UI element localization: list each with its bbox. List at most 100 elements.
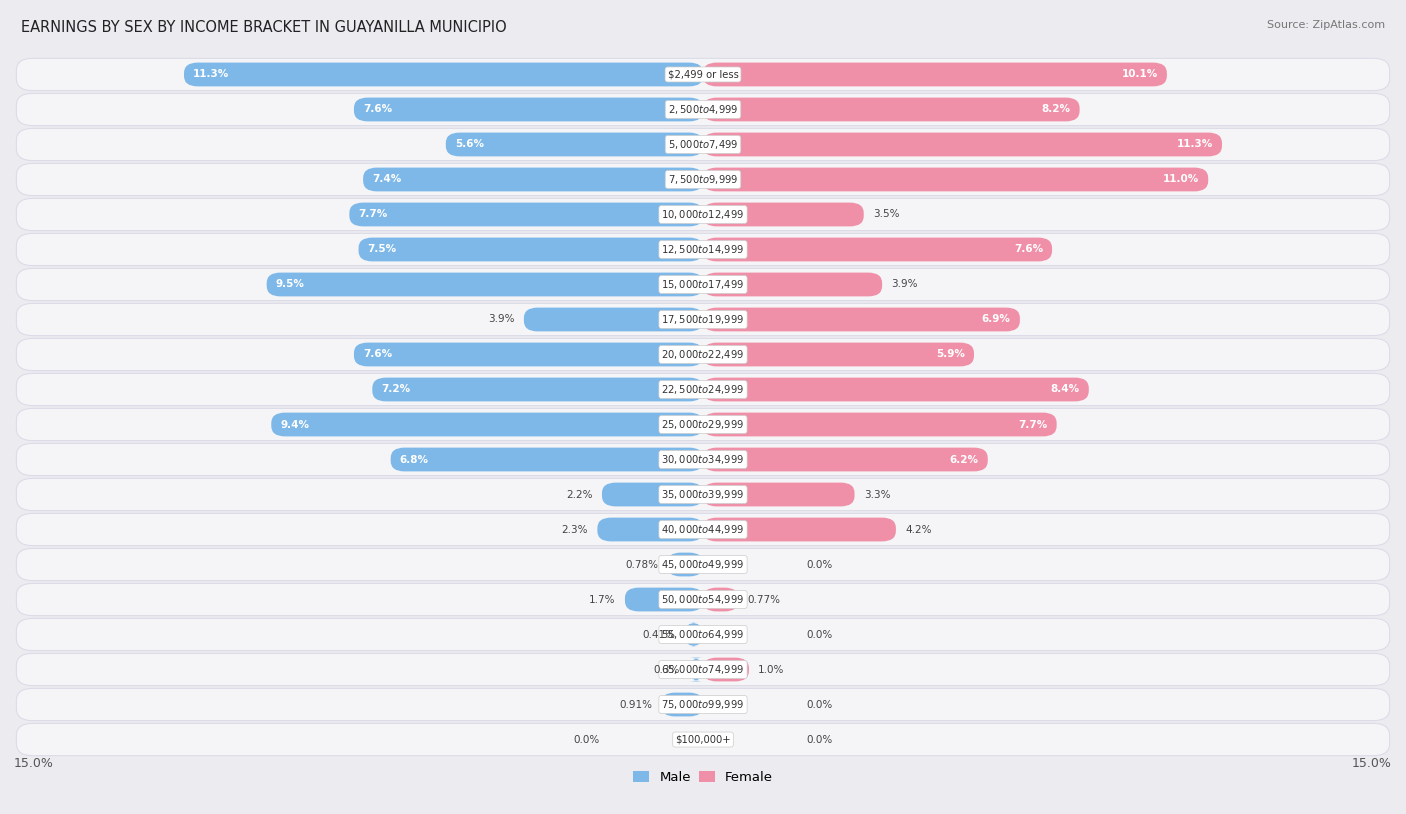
FancyBboxPatch shape [354,343,703,366]
FancyBboxPatch shape [689,658,703,681]
FancyBboxPatch shape [17,129,1389,160]
FancyBboxPatch shape [598,518,703,541]
Text: $45,000 to $49,999: $45,000 to $49,999 [661,558,745,571]
Text: $50,000 to $54,999: $50,000 to $54,999 [661,593,745,606]
Text: 0.77%: 0.77% [748,594,780,605]
FancyBboxPatch shape [17,514,1389,545]
Text: 15.0%: 15.0% [14,757,53,770]
Text: 7.2%: 7.2% [381,384,411,395]
Text: EARNINGS BY SEX BY INCOME BRACKET IN GUAYANILLA MUNICIPIO: EARNINGS BY SEX BY INCOME BRACKET IN GUA… [21,20,506,35]
Text: 8.2%: 8.2% [1042,104,1070,115]
Text: $35,000 to $39,999: $35,000 to $39,999 [661,488,745,501]
Text: 0.78%: 0.78% [626,559,658,570]
Text: 8.4%: 8.4% [1050,384,1080,395]
Text: 0.0%: 0.0% [807,559,832,570]
Text: $75,000 to $99,999: $75,000 to $99,999 [661,698,745,711]
Text: $5,000 to $7,499: $5,000 to $7,499 [668,138,738,151]
Text: 15.0%: 15.0% [1353,757,1392,770]
Text: $10,000 to $12,499: $10,000 to $12,499 [661,208,745,221]
Text: $100,000+: $100,000+ [675,734,731,745]
Text: $55,000 to $64,999: $55,000 to $64,999 [661,628,745,641]
FancyBboxPatch shape [602,483,703,506]
FancyBboxPatch shape [391,448,703,471]
FancyBboxPatch shape [703,273,882,296]
FancyBboxPatch shape [703,98,1080,121]
FancyBboxPatch shape [703,168,1208,191]
Text: 11.3%: 11.3% [1177,139,1213,150]
Text: 7.7%: 7.7% [1018,419,1047,430]
FancyBboxPatch shape [359,238,703,261]
FancyBboxPatch shape [17,724,1389,755]
Text: 9.4%: 9.4% [280,419,309,430]
Text: 6.9%: 6.9% [981,314,1011,325]
Text: 10.1%: 10.1% [1122,69,1157,80]
Text: 11.0%: 11.0% [1163,174,1199,185]
Text: $2,500 to $4,999: $2,500 to $4,999 [668,103,738,116]
Text: $2,499 or less: $2,499 or less [668,69,738,80]
FancyBboxPatch shape [703,238,1052,261]
FancyBboxPatch shape [363,168,703,191]
FancyBboxPatch shape [349,203,703,226]
FancyBboxPatch shape [685,623,703,646]
Text: 7.4%: 7.4% [373,174,402,185]
FancyBboxPatch shape [17,689,1389,720]
FancyBboxPatch shape [703,658,749,681]
Text: 7.6%: 7.6% [1014,244,1043,255]
FancyBboxPatch shape [703,588,738,611]
FancyBboxPatch shape [271,413,703,436]
FancyBboxPatch shape [17,234,1389,265]
FancyBboxPatch shape [668,553,703,576]
FancyBboxPatch shape [703,63,1167,86]
Text: 7.6%: 7.6% [363,104,392,115]
FancyBboxPatch shape [17,549,1389,580]
Text: 6.8%: 6.8% [399,454,429,465]
Text: 3.3%: 3.3% [863,489,890,500]
FancyBboxPatch shape [703,448,988,471]
FancyBboxPatch shape [17,619,1389,650]
Text: $12,500 to $14,999: $12,500 to $14,999 [661,243,745,256]
Text: 1.0%: 1.0% [758,664,785,675]
FancyBboxPatch shape [446,133,703,156]
FancyBboxPatch shape [17,374,1389,405]
Text: 7.5%: 7.5% [368,244,396,255]
FancyBboxPatch shape [17,409,1389,440]
Text: $15,000 to $17,499: $15,000 to $17,499 [661,278,745,291]
Text: $25,000 to $29,999: $25,000 to $29,999 [661,418,745,431]
Text: 3.9%: 3.9% [891,279,918,290]
Text: 0.0%: 0.0% [807,629,832,640]
Text: 0.3%: 0.3% [654,664,681,675]
Text: 6.2%: 6.2% [949,454,979,465]
Text: $22,500 to $24,999: $22,500 to $24,999 [661,383,745,396]
Text: 0.41%: 0.41% [643,629,675,640]
Text: 5.9%: 5.9% [936,349,965,360]
Text: 9.5%: 9.5% [276,279,305,290]
Text: $20,000 to $22,499: $20,000 to $22,499 [661,348,745,361]
FancyBboxPatch shape [17,339,1389,370]
FancyBboxPatch shape [661,693,703,716]
FancyBboxPatch shape [267,273,703,296]
FancyBboxPatch shape [703,378,1088,401]
FancyBboxPatch shape [184,63,703,86]
FancyBboxPatch shape [373,378,703,401]
Text: $30,000 to $34,999: $30,000 to $34,999 [661,453,745,466]
FancyBboxPatch shape [703,203,863,226]
FancyBboxPatch shape [624,588,703,611]
Text: 11.3%: 11.3% [193,69,229,80]
Text: 7.7%: 7.7% [359,209,388,220]
FancyBboxPatch shape [17,269,1389,300]
Text: 7.6%: 7.6% [363,349,392,360]
FancyBboxPatch shape [17,199,1389,230]
Text: 0.91%: 0.91% [619,699,652,710]
Text: 1.7%: 1.7% [589,594,616,605]
Text: 3.9%: 3.9% [488,314,515,325]
FancyBboxPatch shape [703,518,896,541]
FancyBboxPatch shape [17,654,1389,685]
FancyBboxPatch shape [17,304,1389,335]
Text: $17,500 to $19,999: $17,500 to $19,999 [661,313,745,326]
Text: $40,000 to $44,999: $40,000 to $44,999 [661,523,745,536]
FancyBboxPatch shape [17,444,1389,475]
Text: 2.3%: 2.3% [561,524,588,535]
Text: 5.6%: 5.6% [456,139,484,150]
FancyBboxPatch shape [17,94,1389,125]
Text: 4.2%: 4.2% [905,524,932,535]
